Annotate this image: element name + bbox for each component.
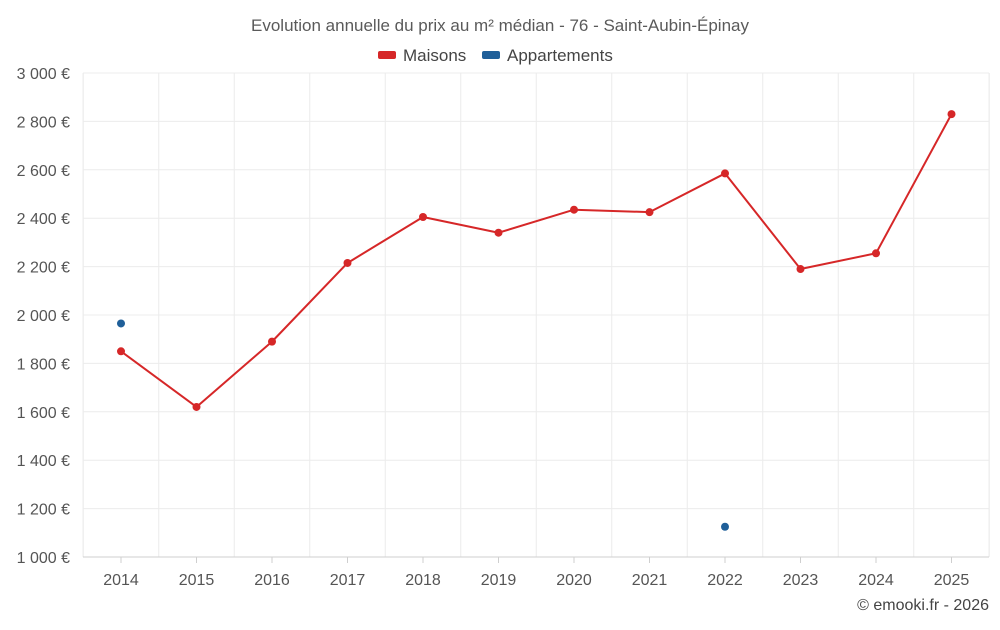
series-lines bbox=[120, 113, 953, 408]
x-axis-ticks: 2014 2015 2016 2017 2018 2019 2020 2021 2022 2023… bbox=[103, 557, 969, 589]
data-point-maisons-2023[interactable] bbox=[796, 265, 805, 274]
data-point-maisons-2022[interactable] bbox=[721, 169, 729, 178]
x-tick-label: 2019 bbox=[481, 572, 517, 589]
y-tick-label: 1 000 € bbox=[17, 550, 70, 567]
data-point-maisons-2020[interactable] bbox=[570, 205, 578, 214]
series-line-maisons bbox=[120, 113, 953, 408]
legend-label-appartements: Appartements bbox=[507, 46, 613, 65]
data-point-maisons-2025[interactable] bbox=[947, 110, 956, 119]
y-tick-label: 2 800 € bbox=[17, 114, 70, 131]
x-tick-label: 2023 bbox=[783, 572, 819, 589]
y-tick-label: 1 600 € bbox=[17, 405, 70, 422]
chart-legend: Maisons Appartements bbox=[378, 46, 613, 65]
y-tick-label: 2 600 € bbox=[17, 163, 70, 180]
y-tick-label: 1 800 € bbox=[17, 356, 70, 373]
data-point-maisons-2021[interactable] bbox=[645, 208, 654, 217]
y-axis-ticks: 1 000 € 1 200 € 1 400 € 1 600 € 1 800 € 2 000… bbox=[17, 66, 70, 567]
x-tick-label: 2025 bbox=[934, 572, 970, 589]
series-points bbox=[117, 110, 956, 531]
data-point-maisons-2019[interactable] bbox=[494, 228, 503, 237]
legend-item-appartements[interactable]: Appartements bbox=[482, 46, 613, 65]
data-point-maisons-2024[interactable] bbox=[872, 249, 880, 258]
chart-title: Evolution annuelle du prix au m² médian … bbox=[251, 16, 749, 35]
legend-label-maisons: Maisons bbox=[403, 46, 466, 65]
data-point-appartements-2022[interactable] bbox=[721, 522, 729, 531]
data-point-maisons-2015[interactable] bbox=[192, 402, 201, 411]
y-tick-label: 2 400 € bbox=[17, 211, 70, 228]
legend-swatch-appartements bbox=[482, 51, 500, 59]
x-tick-label: 2021 bbox=[632, 572, 668, 589]
x-tick-label: 2022 bbox=[707, 572, 743, 589]
x-tick-label: 2015 bbox=[179, 572, 215, 589]
y-tick-label: 1 200 € bbox=[17, 502, 70, 519]
data-point-maisons-2017[interactable] bbox=[343, 258, 352, 267]
x-tick-label: 2024 bbox=[858, 572, 894, 589]
x-gridlines bbox=[82, 73, 990, 557]
data-point-maisons-2018[interactable] bbox=[419, 212, 427, 221]
data-point-maisons-2016[interactable] bbox=[268, 337, 276, 346]
x-tick-label: 2018 bbox=[405, 572, 441, 589]
y-tick-label: 2 000 € bbox=[17, 308, 70, 325]
data-point-maisons-2014[interactable] bbox=[117, 347, 125, 356]
x-tick-label: 2016 bbox=[254, 572, 290, 589]
y-tick-label: 1 400 € bbox=[17, 453, 70, 470]
legend-swatch-maisons bbox=[378, 51, 396, 59]
y-tick-label: 3 000 € bbox=[17, 66, 70, 83]
credit-text: © emooki.fr - 2026 bbox=[857, 597, 989, 614]
y-tick-label: 2 200 € bbox=[17, 260, 70, 277]
legend-item-maisons[interactable]: Maisons bbox=[378, 46, 466, 65]
data-point-appartements-2014[interactable] bbox=[117, 319, 125, 328]
x-tick-label: 2017 bbox=[330, 572, 366, 589]
x-tick-label: 2020 bbox=[556, 572, 592, 589]
x-tick-label: 2014 bbox=[103, 572, 139, 589]
